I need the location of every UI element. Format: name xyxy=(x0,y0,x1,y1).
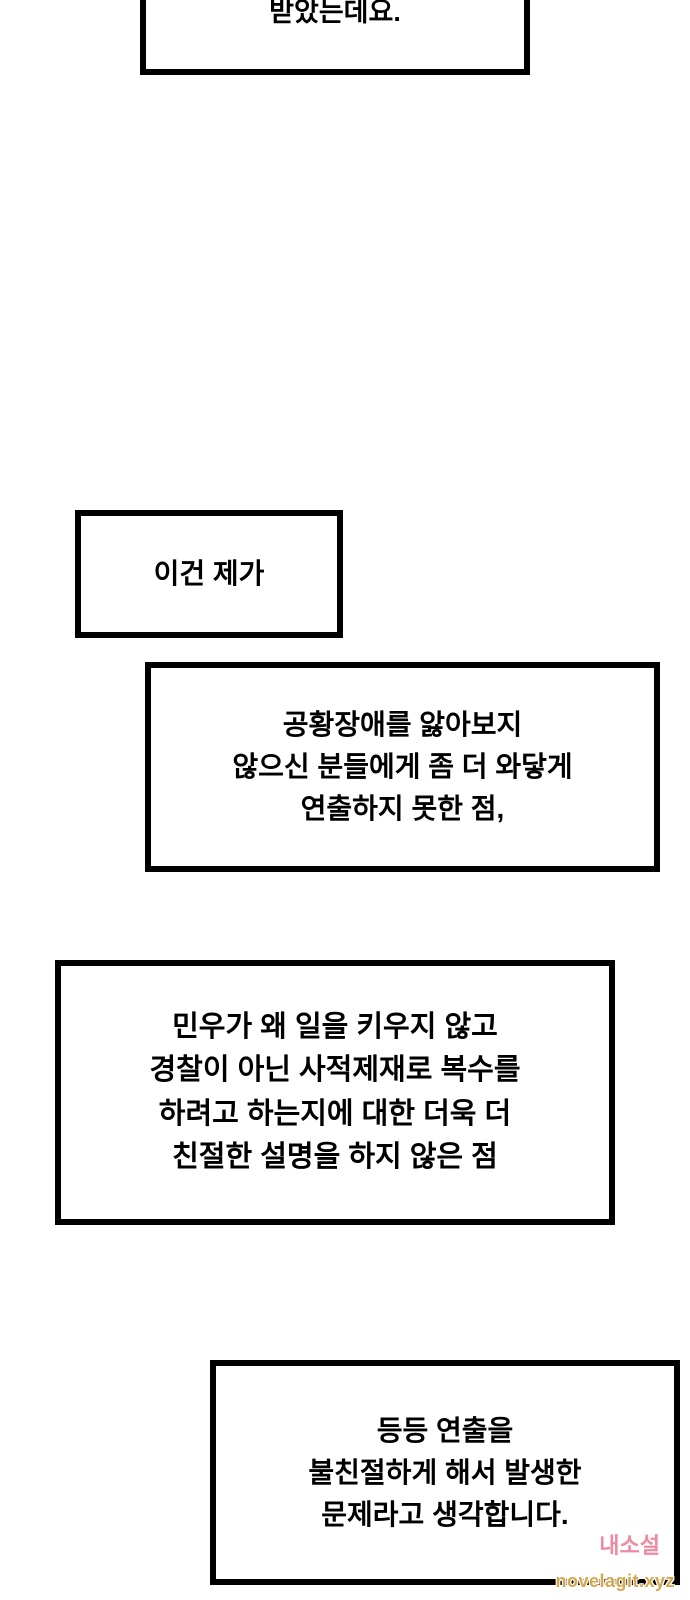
dialogue-text-1: 이건 제가 xyxy=(154,553,265,595)
dialogue-text-2: 공황장애를 앓아보지않으신 분들에게 좀 더 와닿게연출하지 못한 점, xyxy=(232,704,572,830)
watermark-bottom-text: novelagit.xyz xyxy=(555,1571,675,1591)
dialogue-text-3: 민우가 왜 일을 키우지 않고경찰이 아닌 사적제재로 복수를하려고 하는지에 … xyxy=(149,1006,520,1180)
watermark-logo: 내소설 xyxy=(599,1528,660,1560)
watermark-url: novelagit.xyz xyxy=(555,1571,675,1592)
dialogue-text-0: 받았는데요. xyxy=(269,0,401,33)
watermark-top-text: 내소설 xyxy=(599,1533,660,1558)
dialogue-box-2: 공황장애를 앓아보지않으신 분들에게 좀 더 와닿게연출하지 못한 점, xyxy=(145,662,660,872)
dialogue-box-1: 이건 제가 xyxy=(75,510,343,638)
dialogue-text-4: 등등 연출을불친절하게 해서 발생한문제라고 생각합니다. xyxy=(308,1410,581,1536)
dialogue-box-0: 받았는데요. xyxy=(140,0,530,75)
dialogue-box-3: 민우가 왜 일을 키우지 않고경찰이 아닌 사적제재로 복수를하려고 하는지에 … xyxy=(55,960,615,1225)
